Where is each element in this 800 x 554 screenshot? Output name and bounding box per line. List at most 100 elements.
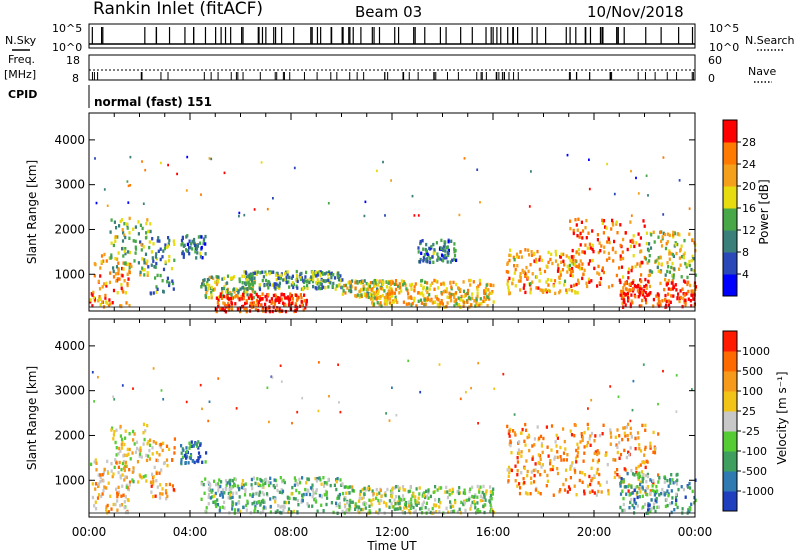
data-cell <box>121 239 125 243</box>
data-cell <box>586 484 590 488</box>
data-cell <box>599 249 602 253</box>
data-cell <box>296 279 299 284</box>
data-cell <box>484 498 487 502</box>
data-cell <box>585 444 589 448</box>
data-cell <box>478 278 481 283</box>
data-cell <box>513 264 516 268</box>
data-cell <box>442 281 445 285</box>
data-cell <box>142 431 145 435</box>
data-cell <box>639 284 642 289</box>
data-cell <box>214 502 217 507</box>
data-cell <box>290 492 293 496</box>
data-cell <box>529 492 532 496</box>
data-cell <box>455 258 458 262</box>
data-cell <box>350 285 353 289</box>
data-cell <box>204 242 207 246</box>
data-cell <box>677 487 680 492</box>
data-cell <box>592 249 595 254</box>
data-cell <box>97 375 99 379</box>
data-cell <box>143 437 146 442</box>
data-cell <box>304 275 307 279</box>
data-cell <box>186 155 189 159</box>
data-cell <box>141 257 144 261</box>
data-cell <box>350 500 353 505</box>
data-cell <box>125 485 128 489</box>
data-cell <box>664 504 667 509</box>
data-cell <box>258 287 262 292</box>
data-cell <box>275 483 278 488</box>
data-cell <box>197 446 200 450</box>
data-cell <box>146 442 149 446</box>
data-cell <box>413 214 416 217</box>
data-cell <box>121 484 124 488</box>
data-cell <box>476 484 479 489</box>
time-axis: 00:00 04:00 08:00 12:00 16:00 20:00 00:00 <box>72 525 713 539</box>
data-cell <box>417 214 420 217</box>
data-cell <box>211 495 214 499</box>
data-cell <box>296 498 300 503</box>
data-cell <box>109 271 112 275</box>
data-cell <box>661 487 664 492</box>
colorbar-tick-label: -1000 <box>742 485 774 498</box>
data-cell <box>531 272 534 276</box>
data-cell <box>451 258 454 262</box>
data-cell <box>456 303 459 307</box>
data-cell <box>460 500 463 505</box>
data-cell <box>524 248 527 252</box>
data-cell <box>365 501 368 506</box>
data-cell <box>690 289 693 293</box>
data-cell <box>488 499 491 503</box>
data-cell <box>627 299 630 303</box>
data-cell <box>134 251 137 255</box>
data-cell <box>656 489 659 493</box>
data-cell <box>588 474 591 479</box>
data-cell <box>296 297 299 301</box>
data-cell <box>279 505 282 509</box>
data-cell <box>688 232 691 236</box>
data-cell <box>653 451 657 455</box>
data-cell <box>469 487 472 491</box>
data-cell <box>233 295 237 299</box>
data-cell <box>251 273 254 277</box>
data-cell <box>670 489 673 493</box>
data-cell <box>138 452 142 456</box>
data-cell <box>273 282 276 286</box>
data-cell <box>684 280 687 284</box>
data-cell <box>246 287 249 291</box>
data-cell <box>506 262 509 266</box>
data-cell <box>578 235 581 239</box>
data-cell <box>580 266 583 271</box>
data-cell <box>565 254 568 258</box>
data-cell <box>602 219 606 223</box>
data-cell <box>110 218 113 222</box>
data-cell <box>123 222 126 226</box>
data-cell <box>152 482 155 486</box>
data-cell <box>123 279 126 283</box>
data-cell <box>161 255 164 259</box>
data-cell <box>268 483 271 488</box>
data-cell <box>376 492 379 496</box>
data-cell <box>553 279 557 283</box>
data-cell <box>648 284 652 289</box>
data-cell <box>654 259 657 263</box>
data-cell <box>633 506 636 510</box>
data-cell <box>166 494 169 499</box>
velocity-ylabel: Slant Range [km] <box>25 366 39 470</box>
data-cell <box>539 492 542 496</box>
data-cell <box>622 275 625 279</box>
data-cell <box>675 482 679 486</box>
data-cell <box>208 157 211 160</box>
data-cell <box>576 454 579 458</box>
data-cell <box>105 508 108 512</box>
data-cell <box>583 473 587 477</box>
data-cell <box>419 239 422 244</box>
data-cell <box>259 503 262 507</box>
data-cell <box>508 429 511 434</box>
data-cell <box>638 495 641 499</box>
data-cell <box>554 291 557 296</box>
data-cell <box>469 283 472 287</box>
data-cell <box>365 295 368 299</box>
data-cell <box>555 253 558 257</box>
data-cell <box>684 261 687 266</box>
data-cell <box>470 386 472 390</box>
